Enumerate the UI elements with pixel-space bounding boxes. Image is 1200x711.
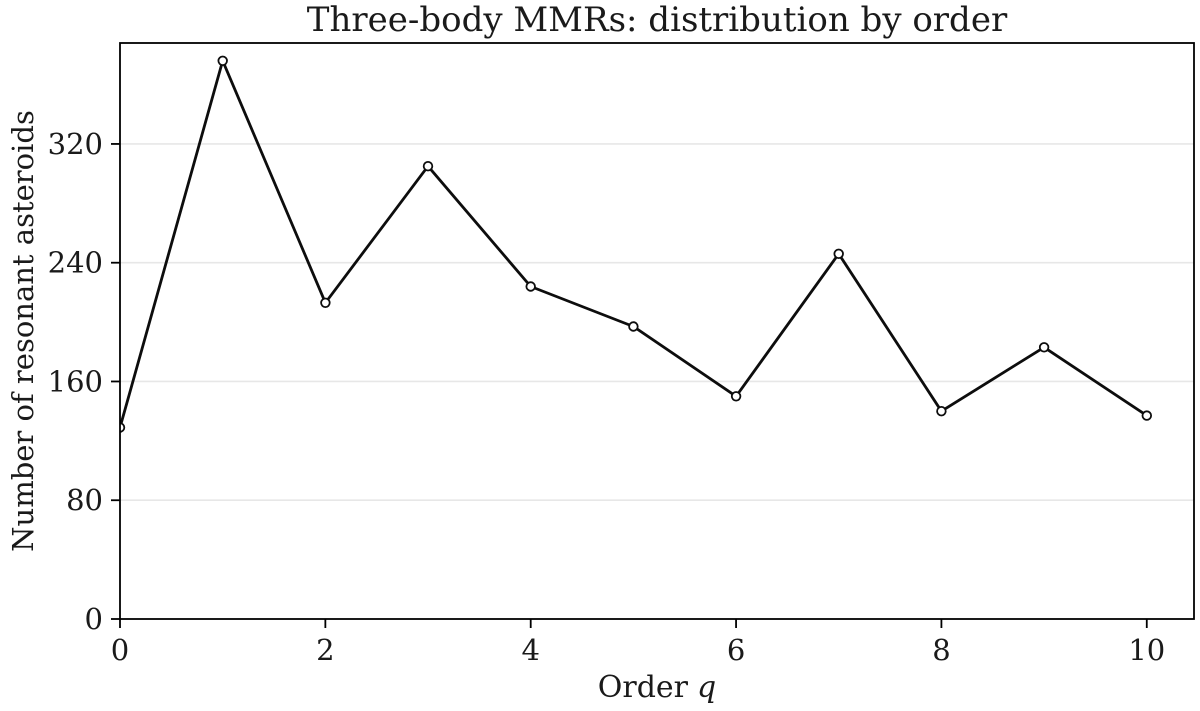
data-series xyxy=(120,55,1153,433)
x-tick-label-10: 10 xyxy=(1128,633,1165,667)
y-tick-label-240: 240 xyxy=(48,246,103,280)
x-axis-label-text: Order xyxy=(598,670,689,705)
data-point-marker-q3 xyxy=(422,160,434,172)
x-tick-label-6: 6 xyxy=(727,633,745,667)
x-tick-labels: 0 2 4 6 8 10 xyxy=(111,633,1165,667)
data-point-marker-q0 xyxy=(120,422,126,433)
plot-frame xyxy=(119,42,1195,620)
y-tick-label-80: 80 xyxy=(66,483,103,517)
y-tick-label-320: 320 xyxy=(48,127,103,161)
data-point-marker-q6 xyxy=(730,391,742,402)
x-ticks xyxy=(119,619,1148,628)
y-tick-label-160: 160 xyxy=(48,364,103,398)
data-point-marker-q5 xyxy=(628,321,639,332)
data-point-marker-q4 xyxy=(525,281,536,292)
x-tick-label-2: 2 xyxy=(316,633,334,667)
x-tick-label-8: 8 xyxy=(932,633,950,667)
y-tick-label-0: 0 xyxy=(85,602,103,636)
y-tick-labels: 0 80 160 240 320 xyxy=(48,127,103,636)
x-axis-label-variable: q xyxy=(697,670,716,705)
y-axis-label: Number of resonant asteroids xyxy=(6,110,40,552)
data-point-marker-q8 xyxy=(936,406,947,417)
x-tick-label-4: 4 xyxy=(521,633,539,667)
chart-title: Three-body MMRs: distribution by order xyxy=(307,0,1008,40)
data-point-marker-q9 xyxy=(1038,342,1050,353)
x-tick-label-0: 0 xyxy=(111,633,129,667)
y-ticks xyxy=(111,143,120,620)
data-point-marker-q2 xyxy=(320,297,331,309)
data-point-marker-q10 xyxy=(1141,410,1153,421)
data-point-marker-q7 xyxy=(833,248,844,260)
gridlines xyxy=(120,143,1194,502)
data-line xyxy=(120,59,1149,429)
x-axis-label: Order q xyxy=(598,670,716,705)
data-point-marker-q1 xyxy=(217,55,228,67)
